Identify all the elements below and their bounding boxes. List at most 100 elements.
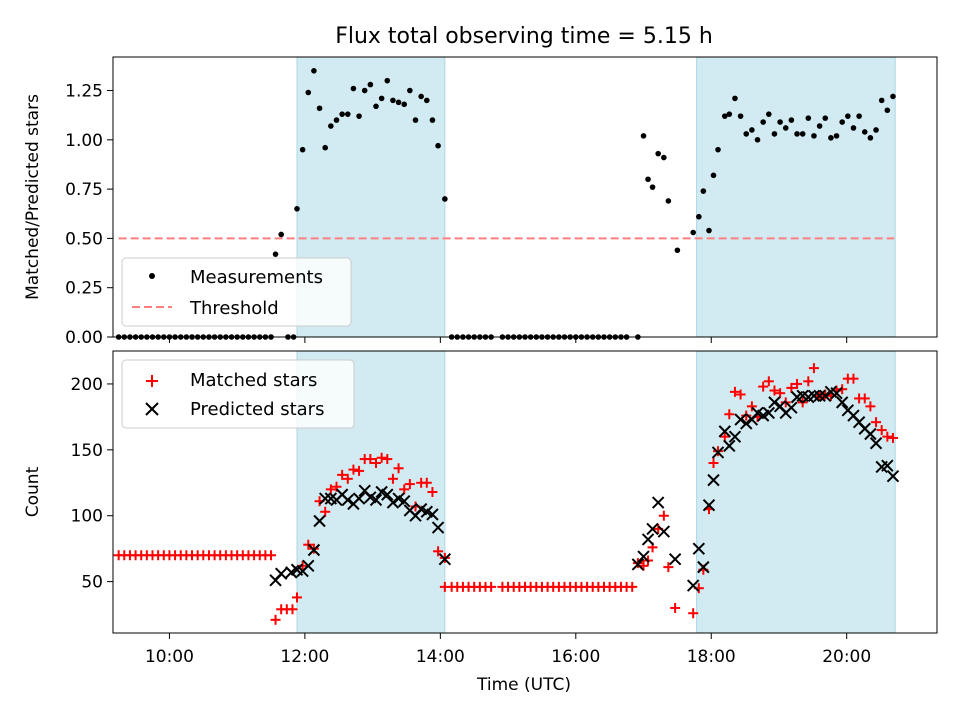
matched-stars-point	[859, 393, 870, 404]
predicted-stars-point	[692, 542, 706, 555]
predicted-stars-point	[369, 493, 383, 507]
measurement-point	[373, 103, 379, 110]
measurement-point	[328, 123, 334, 129]
top-y-tick-label: 0.00	[65, 328, 103, 348]
bottom-shaded-span	[696, 350, 896, 634]
measurement-point	[361, 87, 368, 94]
legend-measurements-label: Measurements	[190, 267, 323, 288]
measurement-point	[640, 133, 647, 139]
predicted-stars-point	[813, 389, 826, 403]
matched-stars-point	[882, 431, 893, 442]
predicted-stars-point	[740, 417, 753, 430]
predicted-stars-point	[711, 446, 725, 459]
matched-stars-point	[320, 506, 331, 517]
top-y-tick-label: 0.75	[65, 180, 103, 200]
matched-stars-point	[871, 417, 882, 428]
measurement-point	[418, 93, 424, 100]
predicted-stars-point	[426, 508, 439, 521]
matched-stars-point	[399, 484, 410, 495]
measurement-point	[788, 117, 795, 123]
predicted-stars-point	[785, 401, 798, 414]
matched-stars-point	[670, 602, 681, 613]
matched-stars-point	[342, 473, 353, 484]
matched-stars-point	[735, 389, 746, 400]
bottom-y-ticks: 50 100 150 200	[71, 375, 113, 593]
measurement-point	[766, 111, 772, 117]
predicted-stars-point	[646, 522, 659, 536]
measurement-point	[777, 119, 783, 125]
top-panel: 0.00 0.25 0.50 0.75 1.00 1.25 Matched/Predict…	[23, 56, 938, 348]
measurement-point	[839, 119, 845, 125]
measurement-point	[715, 146, 721, 153]
predicted-stars-point	[307, 543, 321, 557]
matched-stars-point	[724, 409, 735, 420]
x-tick-label: 16:00	[551, 647, 600, 667]
x-tick-label: 12:00	[280, 647, 329, 667]
predicted-stars-point	[768, 396, 781, 409]
measurement-point	[856, 113, 862, 119]
predicted-stars-point	[734, 413, 747, 426]
bottom-y-tick-label: 50	[81, 573, 103, 593]
measurement-point	[811, 133, 817, 139]
measurement-point	[356, 113, 362, 119]
matched-stars-point	[658, 510, 669, 521]
top-legend-box	[121, 257, 352, 327]
measurement-point	[272, 251, 279, 257]
matched-stars-point	[371, 458, 382, 469]
predicted-stars-point	[313, 514, 326, 528]
measurement-point	[822, 115, 829, 121]
matched-stars-point	[365, 454, 376, 465]
measurement-point	[700, 188, 707, 194]
matched-stars-point	[663, 562, 674, 573]
measurement-point	[833, 133, 840, 139]
matched-stars-point	[865, 401, 876, 412]
top-shaded-span	[696, 56, 896, 338]
top-shaded-regions	[296, 56, 896, 338]
top-y-tick-label: 0.25	[65, 279, 103, 299]
predicted-stars-point	[651, 496, 665, 509]
measurement-point	[828, 135, 834, 141]
measurement-point	[435, 142, 441, 149]
predicted-stars-point	[723, 439, 736, 453]
x-tick-label: 10:00	[145, 647, 194, 667]
measurement-point	[884, 107, 891, 114]
bottom-y-tick-label: 100	[71, 507, 103, 527]
matched-stars-point	[741, 410, 752, 421]
predicted-stars-point	[881, 459, 894, 472]
predicted-stars-point	[438, 552, 452, 566]
measurement-point	[401, 101, 408, 108]
measurement-point	[333, 117, 340, 123]
measurement-point	[749, 127, 755, 133]
matched-stars-point	[287, 604, 298, 615]
measurement-point	[816, 123, 823, 129]
bottom-x-ticks: 10:00 12:00 14:00 16:00 18:00 20:00	[145, 633, 871, 667]
measurement-point	[294, 206, 300, 212]
matched-stars-point	[266, 550, 277, 561]
predicted-stars-point	[637, 550, 650, 563]
measurement-point	[395, 99, 402, 106]
measurement-point	[690, 229, 696, 236]
matched-stars-point	[382, 454, 393, 465]
measurement-point	[850, 125, 857, 131]
bottom-y-axis-label: Count	[23, 466, 43, 517]
top-y-tick-label: 1.00	[65, 131, 103, 151]
measurement-point	[710, 172, 717, 179]
legend-predicted-marker	[145, 402, 159, 416]
predicted-stars-point	[319, 492, 332, 505]
top-y-axis-label: Matched/Predicted stars	[23, 94, 43, 300]
predicted-stars-point	[886, 469, 900, 483]
predicted-stars-point	[657, 525, 671, 538]
legend-matched-marker	[146, 375, 158, 387]
bottom-y-tick-label: 200	[71, 375, 103, 395]
measurement-point	[384, 77, 391, 84]
measurement-point	[873, 127, 879, 133]
matched-stars-point	[337, 469, 348, 480]
predicted-stars-point	[431, 521, 445, 534]
measurement-point	[378, 95, 385, 102]
matched-stars-point	[393, 463, 404, 474]
matched-stars-point	[746, 401, 757, 412]
matched-stars-point	[404, 479, 415, 490]
matched-stars-point	[769, 385, 780, 396]
matched-stars-point	[376, 452, 387, 463]
matched-stars-point	[270, 614, 281, 625]
